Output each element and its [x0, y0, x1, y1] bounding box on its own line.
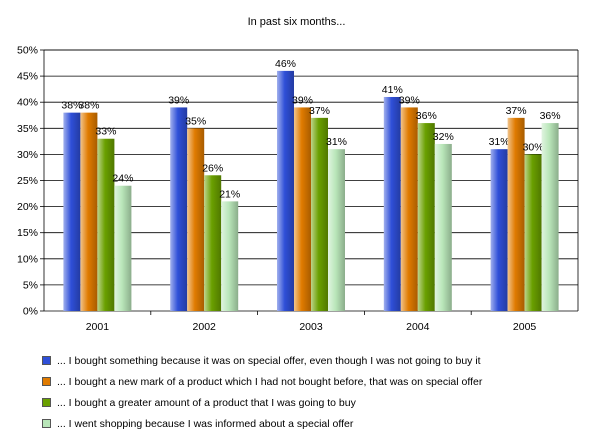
bar: [63, 112, 81, 311]
bar: [277, 70, 294, 311]
bar: [187, 128, 205, 311]
data-label: 26%: [202, 162, 223, 174]
bar: [170, 107, 188, 311]
data-label: 31%: [489, 136, 510, 148]
bar: [204, 175, 222, 311]
x-tick-label: 2003: [299, 321, 323, 333]
data-label: 21%: [219, 188, 240, 200]
bar: [97, 138, 115, 311]
legend-swatch: [42, 398, 51, 407]
data-label: 30%: [523, 141, 544, 153]
y-tick-label: 15%: [17, 227, 38, 239]
legend-swatch: [42, 419, 51, 428]
bar: [524, 154, 542, 311]
plot-area: 0% 5% 10% 15% 20% 25% 30% 35% 40% 45% 50% 38%38% 33%…: [17, 45, 579, 333]
legend-swatch: [42, 356, 51, 365]
legend-label: ... I bought something because it was on…: [57, 354, 481, 367]
data-label: 38%: [61, 100, 82, 112]
data-label: 37%: [506, 105, 527, 117]
bar: [80, 112, 98, 311]
bar: [294, 107, 311, 311]
legend-swatch: [42, 377, 51, 386]
y-tick-label: 5%: [23, 279, 38, 291]
bar: [328, 149, 345, 311]
x-tick-label: 2004: [406, 321, 430, 333]
data-label: 32%: [433, 131, 454, 143]
legend-item: ... I bought a new mark of a product whi…: [42, 371, 587, 392]
bar: [400, 107, 418, 311]
data-label: 31%: [326, 136, 347, 148]
data-label: 36%: [540, 110, 561, 122]
legend-label: ... I bought a new mark of a product whi…: [57, 375, 483, 388]
bar: [311, 117, 328, 311]
x-tick-label: 2001: [86, 321, 110, 333]
bar: [490, 149, 508, 311]
data-label: 39%: [168, 94, 189, 106]
data-label: 46%: [275, 58, 296, 70]
legend-item: ... I bought a greater amount of a produ…: [42, 392, 587, 413]
legend-item: ... I went shopping because I was inform…: [42, 413, 587, 434]
data-label: 24%: [112, 173, 133, 185]
data-label: 41%: [382, 84, 403, 96]
data-label: 35%: [185, 115, 206, 127]
y-tick-label: 35%: [17, 123, 38, 135]
data-label: 38%: [78, 100, 99, 112]
bar: [221, 201, 239, 311]
y-tick-label: 0%: [23, 306, 38, 318]
y-tick-label: 10%: [17, 253, 38, 265]
bar: [541, 123, 559, 311]
legend-item: ... I bought something because it was on…: [42, 350, 587, 371]
data-label: 36%: [416, 110, 437, 122]
x-tick-label: 2005: [513, 321, 537, 333]
x-tick-label: 2002: [193, 321, 217, 333]
y-tick-label: 45%: [17, 71, 38, 83]
bar: [114, 185, 132, 311]
data-label: 39%: [292, 94, 313, 106]
legend-label: ... I bought a greater amount of a produ…: [57, 396, 356, 409]
y-tick-label: 30%: [17, 149, 38, 161]
bar: [434, 143, 452, 311]
legend-label: ... I went shopping because I was inform…: [57, 417, 354, 430]
bar: [383, 96, 401, 311]
bar: [417, 123, 435, 311]
data-label: 33%: [95, 126, 116, 138]
legend: ... I bought something because it was on…: [42, 350, 587, 434]
data-label: 39%: [399, 94, 420, 106]
data-label: 37%: [309, 105, 330, 117]
y-tick-label: 20%: [17, 201, 38, 213]
chart-title: In past six months...: [247, 16, 346, 28]
bar: [507, 117, 525, 311]
y-tick-label: 40%: [17, 97, 38, 109]
y-tick-label: 50%: [17, 45, 38, 57]
y-tick-label: 25%: [17, 175, 38, 187]
